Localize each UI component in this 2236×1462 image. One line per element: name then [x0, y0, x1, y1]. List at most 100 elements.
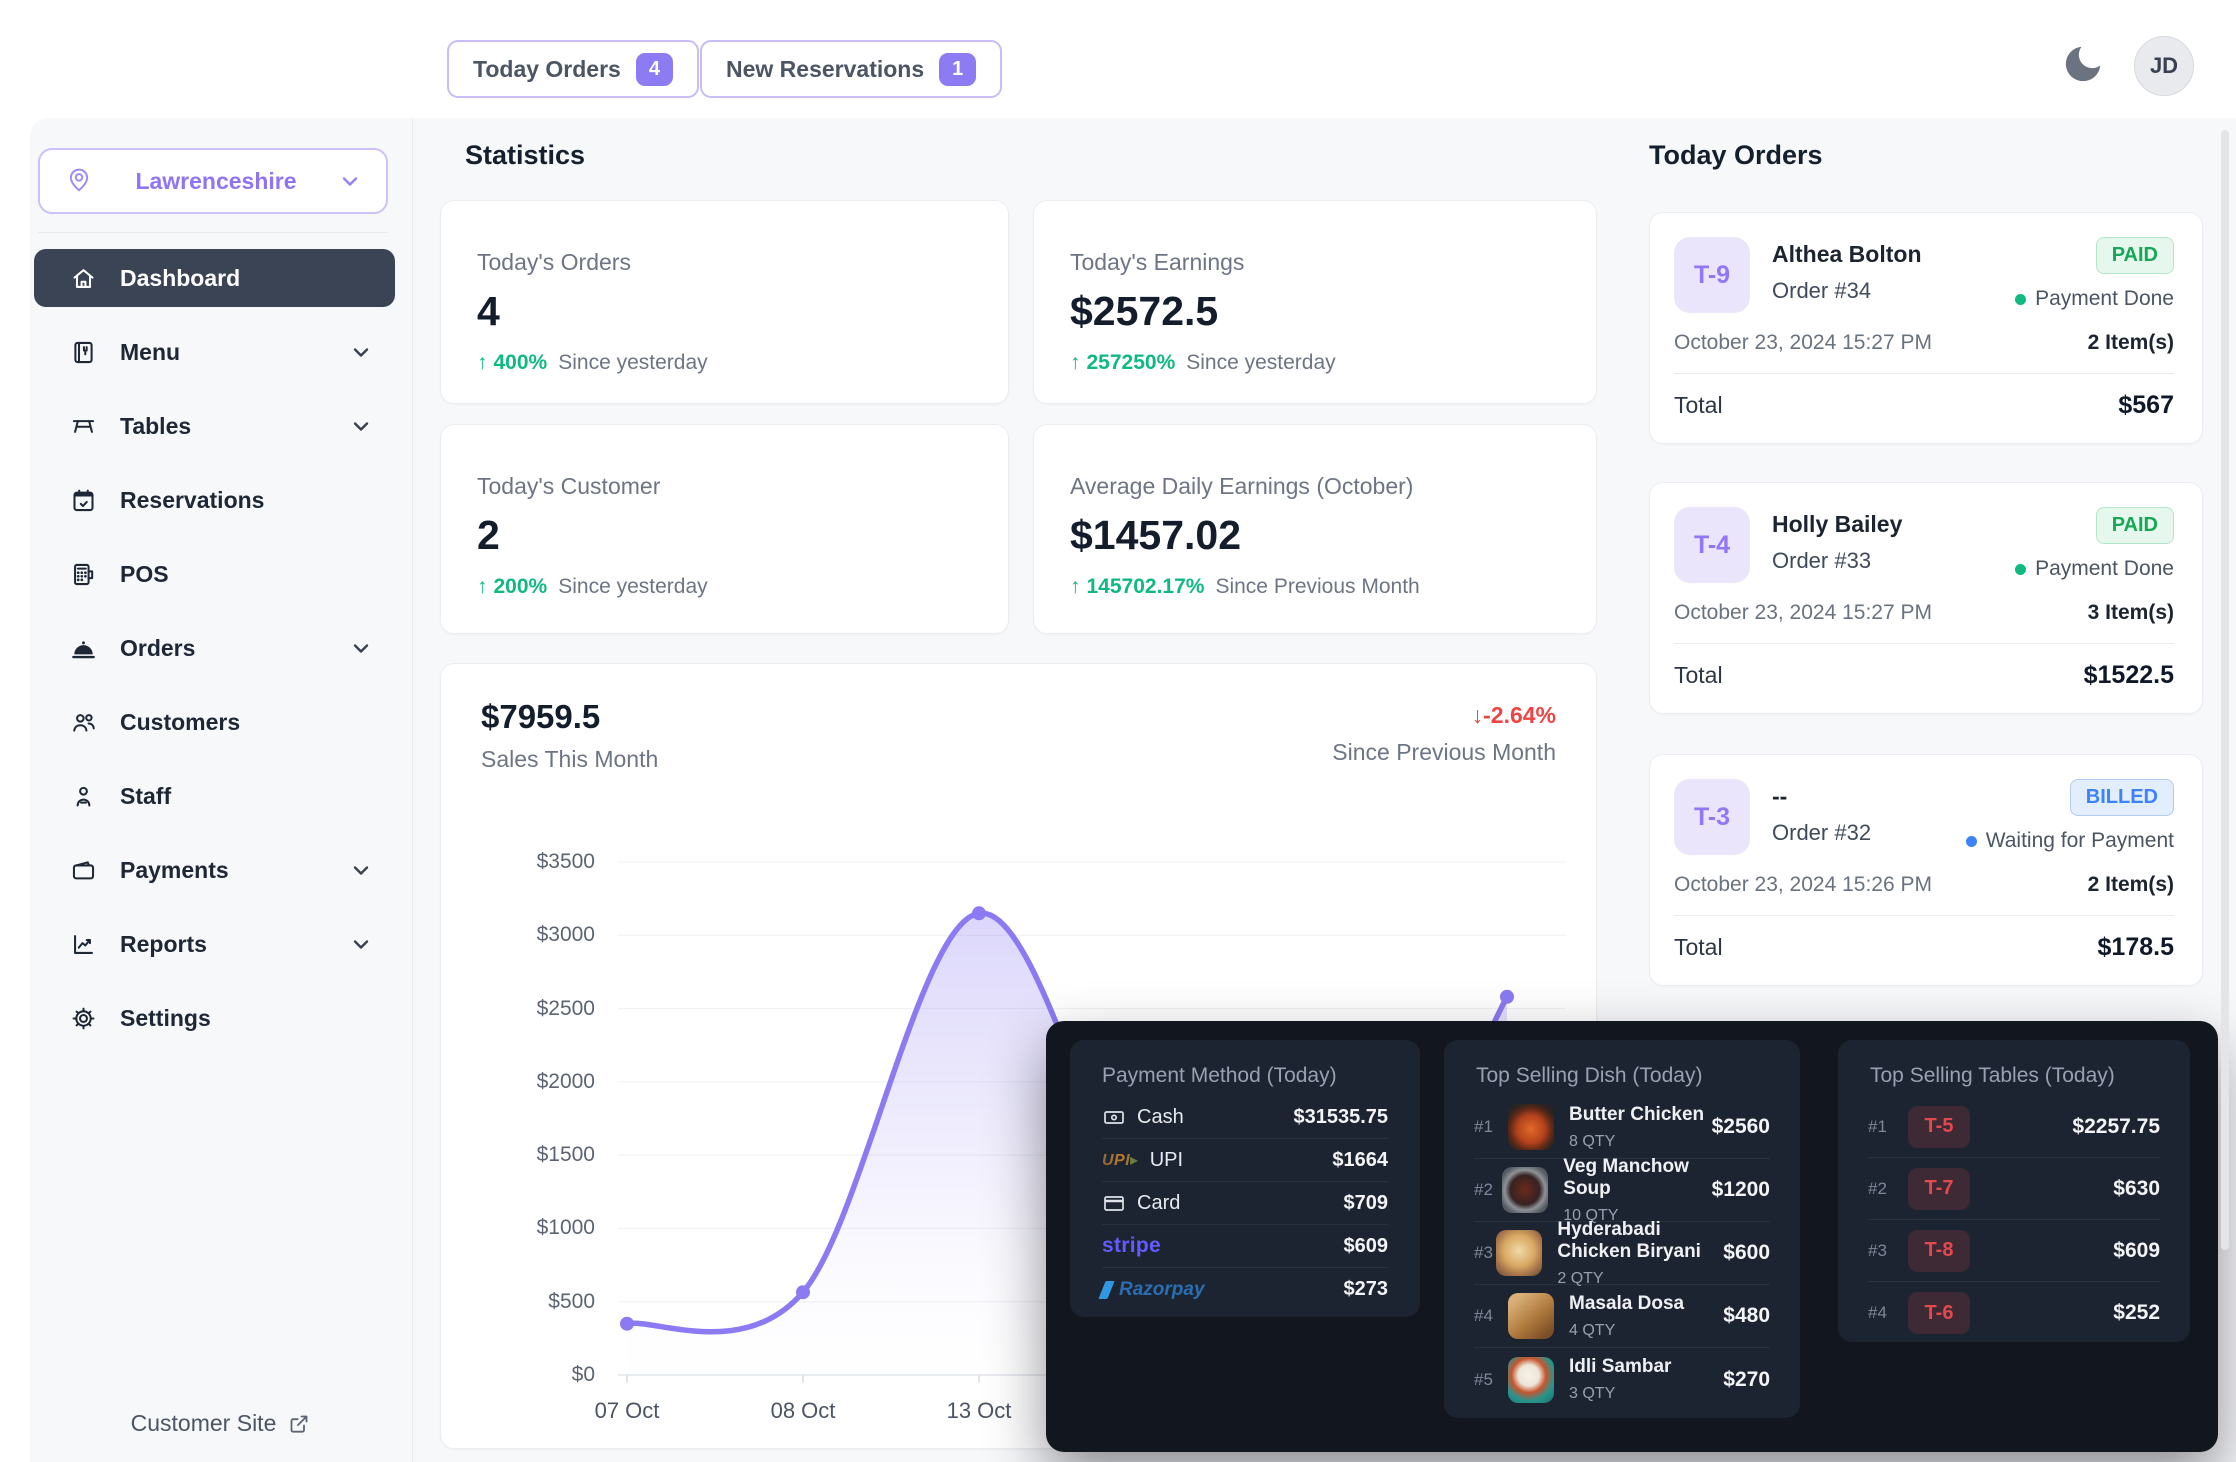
- stat-label: Today's Customer: [477, 473, 661, 499]
- payment-method-amount: $1664: [1332, 1148, 1388, 1171]
- order-total: $1522.5: [2083, 661, 2174, 689]
- pos-terminal-icon: [74, 563, 94, 585]
- sidebar-item-label: Payments: [120, 856, 229, 883]
- order-total: $567: [2118, 391, 2174, 419]
- order-card[interactable]: T-3 -- Order #32 BILLED Waiting for Paym…: [1649, 754, 2203, 986]
- total-label: Total: [1674, 662, 1723, 688]
- stat-value: 2: [477, 512, 500, 558]
- y-tick-label: $3500: [536, 850, 595, 873]
- customer-site-label: Customer Site: [130, 1410, 277, 1436]
- sidebar-item-orders[interactable]: Orders: [34, 619, 395, 677]
- stat-card-todays-customer: Today's Customer 2 ↑ 200% Since yesterday: [440, 424, 1009, 634]
- table-rank: #2: [1868, 1178, 1887, 1198]
- table-rank: #1: [1868, 1116, 1887, 1136]
- trend-up-icon: ↑: [1070, 351, 1081, 374]
- dish-row: #4 Masala Dosa 4 QTY $480: [1474, 1285, 1770, 1348]
- sidebar-item-label: Customers: [120, 708, 241, 735]
- dark-mode-toggle[interactable]: [2056, 38, 2110, 92]
- sidebar-item-label: Settings: [120, 1004, 211, 1031]
- table-rank: #4: [1868, 1303, 1887, 1322]
- statistics-heading: Statistics: [465, 140, 586, 170]
- top-bar: Today Orders 4 New Reservations 1 JD: [0, 0, 2236, 118]
- dish-name: Idli Sambar: [1569, 1356, 1672, 1377]
- y-tick-label: $500: [548, 1289, 595, 1313]
- top-selling-tables-title: Top Selling Tables (Today): [1870, 1064, 2115, 1087]
- table-amount: $2257.75: [2072, 1114, 2160, 1138]
- payment-method-name: Cash: [1137, 1105, 1184, 1128]
- sidebar-item-settings[interactable]: Settings: [34, 989, 395, 1047]
- status-badge: BILLED: [2069, 779, 2174, 816]
- payment-method-row: Razorpay $273: [1098, 1268, 1388, 1311]
- sidebar-item-menu[interactable]: Menu: [34, 323, 395, 381]
- user-avatar[interactable]: JD: [2134, 36, 2194, 96]
- new-reservations-count-badge: 1: [939, 52, 977, 86]
- sidebar-item-tables[interactable]: Tables: [34, 397, 395, 455]
- table-name-badge: T-6: [1908, 1292, 1970, 1334]
- order-datetime: October 23, 2024 15:27 PM: [1674, 331, 1932, 354]
- data-point-dot: [620, 1316, 634, 1331]
- dish-image: [1496, 1230, 1543, 1276]
- y-tick-label: $1000: [536, 1216, 595, 1240]
- sales-total: $7959.5: [481, 698, 601, 735]
- payment-status-dot: [2015, 293, 2027, 305]
- external-link-icon: [290, 1415, 308, 1433]
- x-tick-label: 13 Oct: [946, 1398, 1012, 1423]
- total-label: Total: [1674, 392, 1723, 418]
- stat-change-note: Since yesterday: [1186, 351, 1336, 374]
- order-card[interactable]: T-9 Althea Bolton Order #34 PAID Payment…: [1649, 212, 2203, 444]
- dish-image: [1502, 1167, 1549, 1213]
- payment-method-row: Card $709: [1102, 1182, 1388, 1225]
- x-tick-label: 07 Oct: [594, 1398, 660, 1423]
- total-label: Total: [1674, 934, 1723, 960]
- stat-card-todays-orders: Today's Orders 4 ↑ 400% Since yesterday: [440, 200, 1009, 404]
- sales-change-note: Since Previous Month: [1332, 739, 1556, 765]
- sidebar-item-reservations[interactable]: Reservations: [34, 471, 395, 529]
- stat-value: $2572.5: [1070, 288, 1219, 334]
- table-badge: T-9: [1674, 237, 1750, 313]
- stat-value: $1457.02: [1070, 512, 1242, 558]
- sidebar-item-staff[interactable]: Staff: [34, 767, 395, 825]
- data-point-dot: [972, 906, 986, 921]
- payment-status-dot: [2015, 563, 2027, 575]
- dish-qty: 10 QTY: [1563, 1206, 1619, 1224]
- chevron-down-icon: [349, 340, 373, 364]
- dish-qty: 2 QTY: [1557, 1269, 1604, 1287]
- payment-status-text: Payment Done: [2035, 557, 2174, 580]
- insights-overlay: Payment Method (Today) Cash $31535.75 UP…: [1046, 1021, 2218, 1452]
- stat-change-note: Since Previous Month: [1215, 575, 1420, 598]
- sidebar-item-payments[interactable]: Payments: [34, 841, 395, 899]
- sidebar-item-customers[interactable]: Customers: [34, 693, 395, 751]
- stat-change-pct: 200%: [493, 575, 548, 598]
- table-badge: T-3: [1674, 779, 1750, 855]
- order-card[interactable]: T-4 Holly Bailey Order #33 PAID Payment …: [1649, 482, 2203, 714]
- top-selling-tables-panel: Top Selling Tables (Today) #1 T-5 $2257.…: [1838, 1040, 2190, 1342]
- chevron-down-icon: [349, 414, 373, 438]
- sidebar-item-label: Orders: [120, 634, 196, 661]
- stat-change-note: Since yesterday: [558, 351, 708, 374]
- today-orders-button[interactable]: Today Orders 4: [447, 40, 699, 98]
- sidebar-item-reports[interactable]: Reports: [34, 915, 395, 973]
- table-name-badge: T-7: [1908, 1167, 1970, 1210]
- data-point-dot: [796, 1285, 810, 1300]
- customer-name: Holly Bailey: [1772, 511, 1903, 537]
- sidebar-item-label: Tables: [120, 412, 192, 439]
- sidebar-item-label: Reports: [120, 930, 207, 957]
- payment-method-amount: $709: [1343, 1191, 1389, 1214]
- sidebar-item-label: Menu: [120, 338, 181, 365]
- sidebar-item-dashboard[interactable]: Dashboard: [34, 249, 395, 307]
- new-reservations-button[interactable]: New Reservations 1: [700, 40, 1003, 98]
- dish-row: #1 Butter Chicken 8 QTY $2560: [1474, 1096, 1770, 1159]
- dish-name: Masala Dosa: [1569, 1292, 1685, 1314]
- location-selector[interactable]: Lawrenceshire: [38, 148, 388, 214]
- today-orders-heading: Today Orders: [1649, 140, 1823, 170]
- stat-change-pct: 145702.17%: [1086, 575, 1205, 598]
- dish-amount: $600: [1723, 1241, 1770, 1264]
- divider: [1674, 373, 2174, 374]
- dish-qty: 3 QTY: [1569, 1385, 1616, 1402]
- customer-site-link[interactable]: Customer Site: [30, 1410, 412, 1437]
- sidebar-item-pos[interactable]: POS: [34, 545, 395, 603]
- stat-change-pct: 400%: [493, 351, 548, 374]
- page-scrollbar[interactable]: [2221, 130, 2229, 1250]
- dish-name: Veg Manchow Soup: [1563, 1155, 1689, 1199]
